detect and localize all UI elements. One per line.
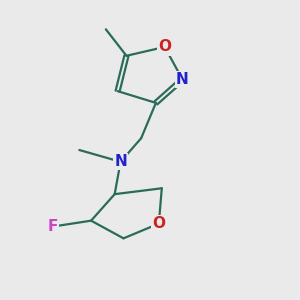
Text: F: F [48, 219, 58, 234]
Text: O: O [152, 216, 165, 231]
Text: O: O [158, 39, 171, 54]
Text: N: N [176, 72, 189, 87]
Text: N: N [114, 154, 127, 169]
